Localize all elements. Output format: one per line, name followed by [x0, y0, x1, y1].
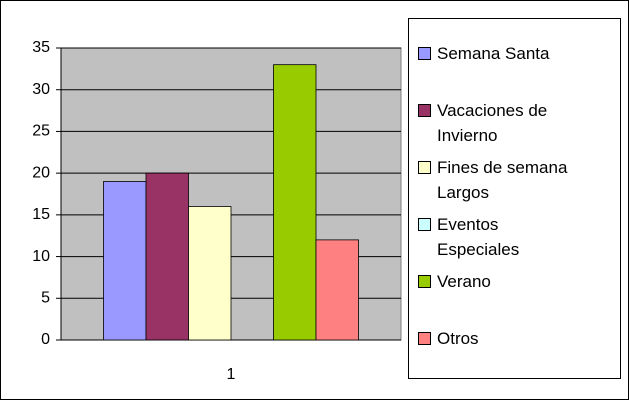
legend-item: Otros — [418, 327, 573, 384]
legend-swatch — [418, 47, 431, 60]
x-tick-label: 1 — [227, 366, 236, 383]
y-tick-label: 0 — [41, 331, 50, 348]
legend-item: Eventos Especiales — [418, 213, 573, 270]
bar — [188, 206, 232, 341]
legend-item: Verano — [418, 270, 573, 327]
legend-item: Semana Santa — [418, 42, 573, 99]
legend-label: Eventos Especiales — [437, 215, 520, 259]
legend-label: Otros — [437, 329, 479, 348]
legend-swatch — [418, 275, 431, 288]
bar — [103, 181, 147, 341]
y-tick-label: 30 — [32, 81, 50, 98]
y-tick-label: 10 — [32, 248, 50, 265]
bar — [315, 239, 359, 341]
y-tick-label: 25 — [32, 123, 50, 140]
legend-swatch — [418, 332, 431, 345]
legend-label: Verano — [437, 272, 491, 291]
y-tick-label: 35 — [32, 39, 50, 56]
y-tick-label: 15 — [32, 206, 50, 223]
bar — [145, 172, 189, 341]
legend-item: Vacaciones de Invierno — [418, 99, 573, 156]
legend: Semana Santa Vacaciones de Invierno Fines … — [408, 18, 621, 379]
legend-label: Vacaciones de Invierno — [437, 101, 548, 145]
y-tick-label: 5 — [41, 290, 50, 307]
legend-label: Semana Santa — [437, 44, 550, 63]
legend-item: Fines de semana Largos — [418, 156, 573, 213]
legend-label: Fines de semana Largos — [437, 158, 568, 202]
legend-swatch — [418, 218, 431, 231]
bar — [273, 64, 317, 341]
legend-swatch — [418, 104, 431, 117]
legend-swatch — [418, 161, 431, 174]
y-tick-label: 20 — [32, 164, 50, 181]
